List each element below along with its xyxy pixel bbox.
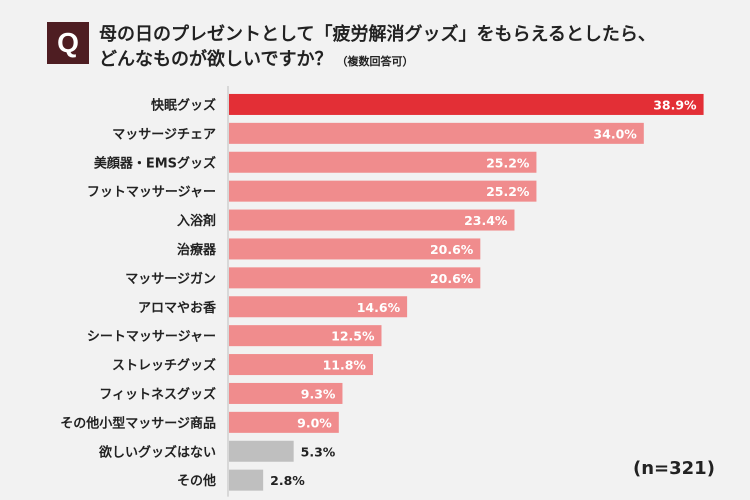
category-label: 治療器 xyxy=(177,242,217,258)
category-label: その他 xyxy=(177,473,216,489)
bar xyxy=(229,469,264,491)
category-label: フィットネスグッズ xyxy=(99,386,216,402)
category-label: シートマッサージャー xyxy=(87,330,216,345)
sample-size-label: (n=321) xyxy=(633,458,715,479)
bar xyxy=(229,238,481,260)
value-label: 20.6% xyxy=(430,242,474,257)
bar xyxy=(229,440,294,462)
value-label: 23.4% xyxy=(464,213,508,228)
value-label: 12.5% xyxy=(331,329,375,344)
category-label: フットマッサージャー xyxy=(87,185,216,200)
category-label: マッサージガン xyxy=(125,272,216,287)
bar xyxy=(229,122,644,144)
category-label: 入浴剤 xyxy=(177,213,216,229)
bar xyxy=(229,296,408,318)
value-label: 25.2% xyxy=(486,184,530,199)
question-badge: Q xyxy=(47,22,89,64)
category-label: マッサージチェア xyxy=(112,127,216,142)
bar xyxy=(229,180,537,202)
bar xyxy=(229,209,515,231)
value-label: 5.3% xyxy=(301,444,336,459)
bar xyxy=(229,93,704,115)
multiple-answer-note: （複数回答可） xyxy=(336,55,414,68)
bar xyxy=(229,411,339,433)
question-title-line1: 母の日のプレゼントとして「疲労解消グッズ」をもらえるとしたら、 xyxy=(99,24,656,45)
value-label: 25.2% xyxy=(486,155,530,170)
bar xyxy=(229,325,382,347)
value-label: 9.3% xyxy=(301,386,336,401)
question-title-line2: どんなものが欲しいですか？ （複数回答可） xyxy=(99,45,413,71)
category-label: アロマやお香 xyxy=(138,300,217,316)
bar xyxy=(229,354,373,376)
bar xyxy=(229,382,343,404)
value-label: 2.8% xyxy=(270,473,305,488)
value-label: 34.0% xyxy=(593,126,637,141)
value-label: 11.8% xyxy=(323,358,367,373)
value-label: 38.9% xyxy=(653,97,697,112)
bar xyxy=(229,151,537,173)
category-label: 快眠グッズ xyxy=(151,97,216,113)
bar xyxy=(229,267,481,289)
category-label: 美顔器・EMSグッズ xyxy=(94,155,216,171)
value-label: 9.0% xyxy=(297,415,332,430)
value-label: 20.6% xyxy=(430,271,474,286)
question-title-line2-text: どんなものが欲しいですか？ xyxy=(99,49,333,70)
category-label: その他小型マッサージ商品 xyxy=(60,415,216,431)
category-label: 欲しいグッズはない xyxy=(98,444,216,460)
value-label: 14.6% xyxy=(357,300,401,315)
category-label: ストレッチグッズ xyxy=(112,358,216,374)
